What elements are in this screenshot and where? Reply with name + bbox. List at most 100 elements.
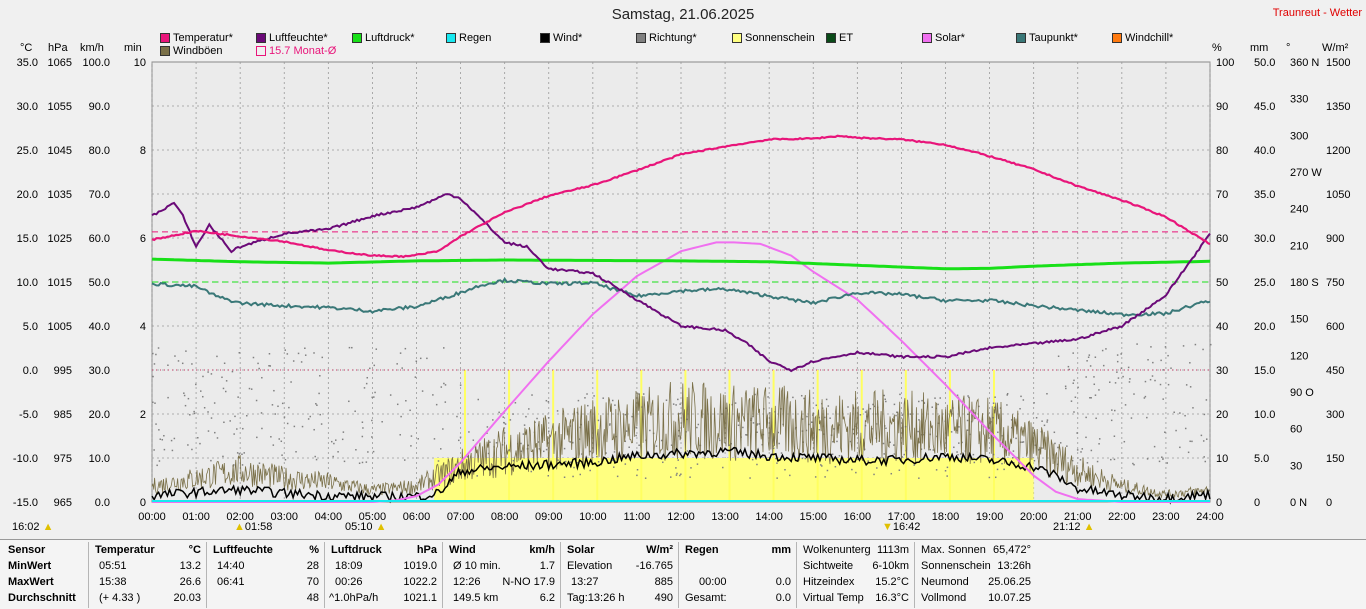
direction-point [1076,449,1079,451]
direction-point [1010,419,1013,421]
y-tick-percent: 30 [1216,365,1228,377]
direction-point [1035,416,1038,419]
direction-point [301,425,304,428]
station-link[interactable]: Traunreut - Wetter [1272,7,1362,19]
x-tick-label: 08:00 [491,511,519,523]
direction-point [1043,424,1046,427]
direction-point [1054,442,1056,445]
direction-point [315,402,317,405]
direction-point [414,376,417,378]
direction-point [410,435,413,437]
direction-point [670,476,672,478]
solar-elev-val: -16.765 [635,560,673,572]
misc-visibility-val: 6-10km [872,560,909,572]
misc-cloudbase-val: 1113m [876,544,909,556]
direction-point [756,423,759,425]
direction-point [187,444,189,446]
direction-point [210,459,212,462]
direction-point [185,350,187,352]
direction-point [1200,434,1203,437]
row-min: MinWert [8,560,52,572]
direction-point [472,439,475,441]
direction-point [1011,457,1014,459]
direction-point [801,457,804,460]
direction-point [821,407,824,409]
direction-point [300,361,303,363]
unit-temp: °C [20,42,33,54]
wind-max-val: N-NO 17.9 [502,576,555,588]
direction-point [372,450,375,453]
direction-point [1161,456,1163,458]
direction-point [678,429,680,432]
direction-point [502,416,504,418]
x-tick-label: 11:00 [624,511,651,523]
legend-label: Sonnenschein [745,32,815,44]
direction-point [1144,380,1147,383]
direction-point [686,418,688,421]
weather-chart: 00:00 01:00 02:00 03:00 04:00 05:00 06:00 07:00… [13,57,1351,523]
sunset-marker: ▼16:42 [882,521,921,533]
x-tick-label: 19:00 [976,511,1004,523]
y-tick-temp: -5.0 [19,409,38,421]
direction-point [419,357,422,360]
direction-point [313,428,315,431]
hdr-temp: Temperatur [95,544,155,556]
direction-point [361,461,364,464]
direction-point [680,456,683,459]
direction-point [1116,371,1118,373]
direction-point [1194,343,1197,346]
direction-point [649,429,651,432]
wind-run: 149.5 km [453,592,499,604]
direction-point [440,386,443,388]
direction-point [563,476,566,479]
direction-point [503,432,506,434]
y-tick-deg: 120 [1290,350,1308,362]
direction-point [367,451,369,453]
direction-point [624,413,627,416]
direction-point [537,441,540,443]
sunset2-marker: 21:12 ▲ [1053,521,1095,533]
direction-point [752,422,755,424]
direction-point [625,430,628,432]
y-tick-temp: -15.0 [13,497,38,509]
y-tick-deg: 240 [1290,204,1308,216]
direction-point [972,453,975,456]
direction-point [1162,369,1165,371]
direction-point [1146,416,1148,419]
misc-fullmoon-label: Vollmond [921,592,967,604]
y-tick-deg: 150 [1290,314,1308,326]
direction-point [988,476,991,479]
direction-point [187,397,190,400]
direction-point [958,442,960,444]
direction-point [221,376,223,379]
x-tick-label: 22:00 [1108,511,1136,523]
direction-point [690,467,692,469]
col-misc2: Max. Sonnen 65,472° Sonnenschein 13:26h … [914,542,1035,608]
legend-label: Richtung* [649,32,697,44]
direction-point [1089,397,1091,399]
direction-point [268,353,271,355]
col-hum: Luftfeuchte % 14:40 28 06:41 70 48 [206,542,323,608]
direction-point [624,453,626,456]
direction-point [675,404,677,406]
direction-point [256,436,258,439]
direction-point [1065,387,1067,390]
direction-point [556,410,559,412]
direction-point [371,396,373,399]
direction-point [1076,432,1078,434]
direction-point [876,467,878,469]
series-windboen [151,381,1211,499]
direction-point [823,433,825,435]
direction-point [950,431,953,433]
direction-point [374,391,376,394]
y-tick-mm: 40.0 [1254,145,1275,157]
sunrise2-marker: 05:10 ▲ [345,521,387,533]
direction-point [277,405,279,408]
direction-point [1033,459,1036,462]
col-wind: Wind km/h Ø 10 min. 1.7 12:26 N-NO 17.9 … [442,542,559,608]
y-tick-hpa: 1035 [48,189,72,201]
legend-label: Windchill* [1125,32,1174,44]
y-tick-mm: 45.0 [1254,101,1275,113]
direction-point [628,446,630,449]
direction-point [1073,379,1075,382]
